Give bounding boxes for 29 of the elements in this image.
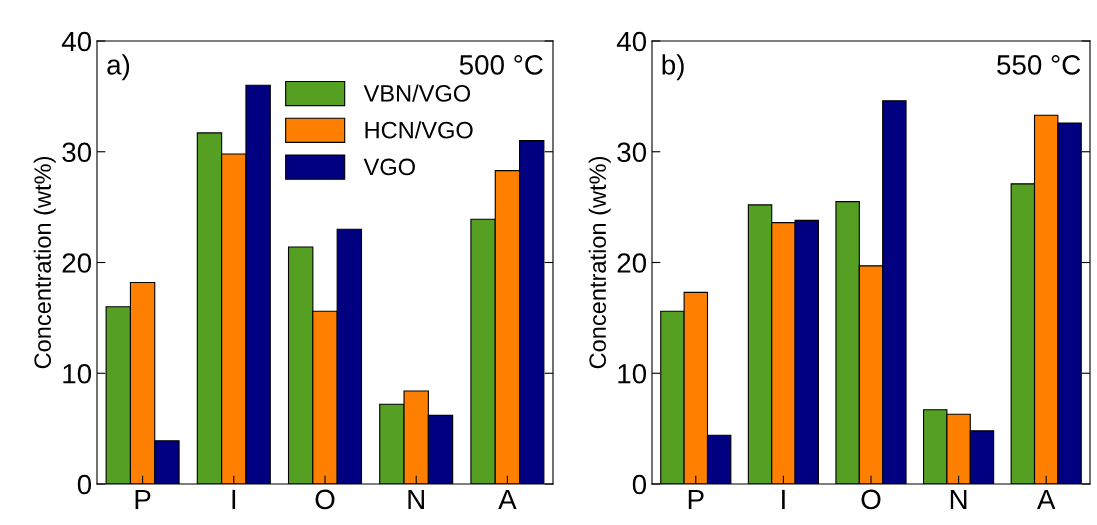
x-tick-label: I [782,489,785,509]
annotation: 550 °C [997,55,1081,75]
x-tick-label: N [408,489,424,509]
annotation: a) [107,54,130,81]
x-tick-label: P [135,489,151,509]
y-tick-label: 10 [63,363,92,384]
y-tick-label: 40 [616,31,647,52]
legend-label: HCN/VGO [365,121,473,139]
y-tick-label: 30 [617,142,647,163]
x-tick-label: N [950,489,967,509]
y-tick-label: 40 [61,31,92,52]
x-tick-label: O [861,489,881,510]
annotation: 500 °C [459,55,543,75]
legend-label: VGO [363,158,415,176]
x-tick-label: O [315,489,335,510]
y-tick-label: 20 [62,253,92,273]
y-tick-label: 20 [617,253,647,273]
legend-label: VBN/VGO [363,84,471,102]
y-tick-label: 0 [77,474,92,495]
x-tick-label: A [1036,489,1056,509]
y-tick-label: 30 [62,142,92,163]
x-tick-label: A [498,489,517,509]
y-axis-title: Concentration (wt%) [33,157,56,369]
x-tick-label: P [688,489,704,509]
y-tick-label: 0 [632,474,647,495]
x-tick-label: I [232,489,236,509]
y-tick-label: 10 [618,363,647,384]
annotation: b) [662,54,684,81]
y-axis-title: Concentration (wt%) [588,157,611,369]
